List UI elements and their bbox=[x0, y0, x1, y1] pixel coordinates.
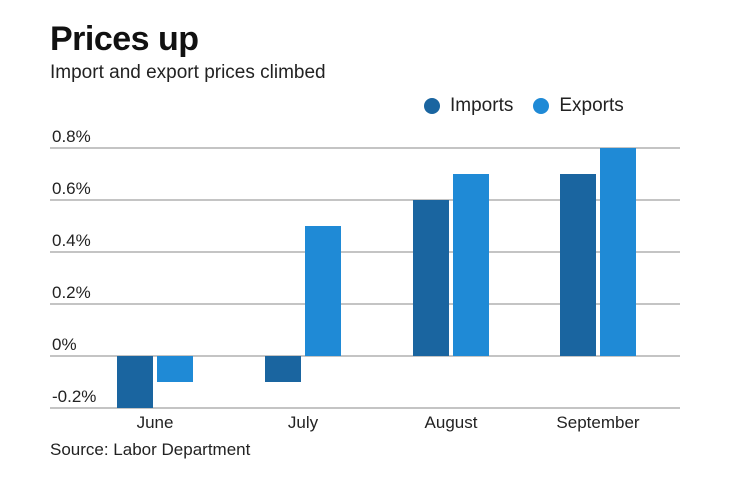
y-tick-label: 0.2% bbox=[52, 283, 91, 302]
bar-imports-september bbox=[560, 174, 596, 356]
bar-exports-june bbox=[157, 356, 193, 382]
y-tick-label: 0% bbox=[52, 335, 77, 354]
x-axis-category-labels: June July August September bbox=[137, 413, 640, 432]
chart-subtitle: Import and export prices climbed bbox=[50, 62, 326, 83]
legend: Imports Exports bbox=[424, 95, 644, 117]
bar-exports-september bbox=[600, 148, 636, 356]
legend-label-exports: Exports bbox=[559, 95, 624, 116]
legend-swatch-imports bbox=[424, 98, 440, 114]
y-tick-label: 0.8% bbox=[52, 127, 91, 146]
legend-item-imports: Imports bbox=[424, 95, 513, 117]
bar-exports-august bbox=[453, 174, 489, 356]
x-category-label: September bbox=[556, 413, 639, 432]
x-category-label: August bbox=[425, 413, 478, 432]
legend-item-exports: Exports bbox=[533, 95, 624, 117]
x-category-label: July bbox=[288, 413, 319, 432]
bars bbox=[117, 148, 636, 408]
x-category-label: June bbox=[137, 413, 174, 432]
y-axis-tick-labels: -0.2% 0% 0.2% 0.4% 0.6% 0.8% bbox=[52, 127, 96, 406]
y-tick-label: 0.4% bbox=[52, 231, 91, 250]
chart-title: Prices up bbox=[50, 20, 199, 58]
bar-imports-august bbox=[413, 200, 449, 356]
bar-exports-july bbox=[305, 226, 341, 356]
y-tick-label: -0.2% bbox=[52, 387, 96, 406]
legend-swatch-exports bbox=[533, 98, 550, 114]
bar-imports-june bbox=[117, 356, 153, 408]
legend-label-imports: Imports bbox=[450, 95, 514, 116]
y-tick-label: 0.6% bbox=[52, 179, 91, 198]
bar-imports-july bbox=[265, 356, 301, 382]
source-note: Source: Labor Department bbox=[50, 440, 251, 459]
